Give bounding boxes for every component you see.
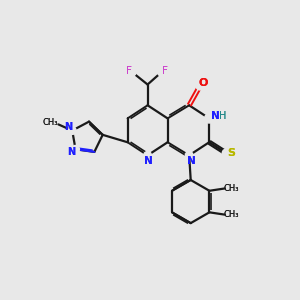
Text: O: O <box>198 78 208 88</box>
Text: F: F <box>162 66 167 76</box>
Text: H: H <box>219 111 227 121</box>
Text: N: N <box>187 156 196 166</box>
Circle shape <box>128 68 136 76</box>
Circle shape <box>185 152 193 159</box>
Text: N: N <box>211 111 220 121</box>
Text: CH₃: CH₃ <box>43 118 58 127</box>
Text: N: N <box>211 111 220 121</box>
Text: F: F <box>126 66 132 76</box>
Text: N: N <box>64 122 72 133</box>
Circle shape <box>144 152 152 159</box>
Circle shape <box>222 149 230 157</box>
Text: S: S <box>227 148 236 158</box>
Text: CH₃: CH₃ <box>223 184 239 193</box>
Text: CH₃: CH₃ <box>223 184 239 193</box>
Text: N: N <box>187 156 196 166</box>
Text: N: N <box>144 156 153 166</box>
Text: O: O <box>198 78 208 88</box>
Text: CH₃: CH₃ <box>223 210 239 219</box>
Text: N: N <box>68 147 76 158</box>
Text: F: F <box>126 66 132 76</box>
Circle shape <box>205 114 214 123</box>
Circle shape <box>72 146 80 153</box>
Text: CH₃: CH₃ <box>223 210 239 219</box>
Circle shape <box>196 82 204 90</box>
Text: CH₃: CH₃ <box>43 118 58 127</box>
Text: N: N <box>68 147 76 158</box>
Text: N: N <box>144 156 153 166</box>
Circle shape <box>158 68 165 76</box>
Text: F: F <box>162 66 167 76</box>
Text: N: N <box>64 122 72 133</box>
Text: S: S <box>227 148 236 158</box>
Circle shape <box>68 127 76 134</box>
Text: H: H <box>219 111 227 121</box>
